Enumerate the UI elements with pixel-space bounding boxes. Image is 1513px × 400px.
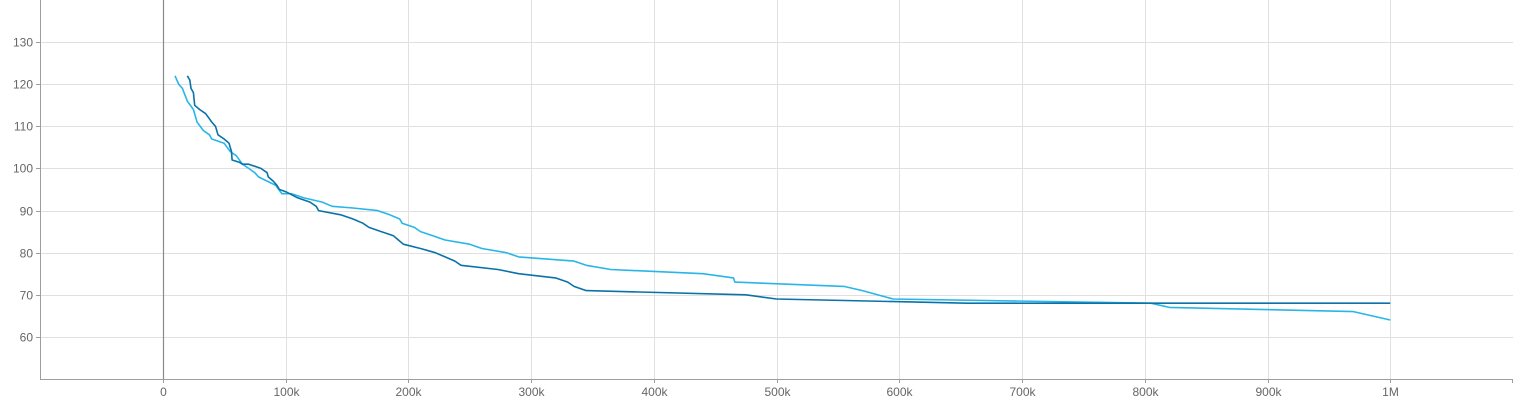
y-tick-label: 90	[20, 205, 34, 219]
series-line-1	[174, 75, 1391, 321]
y-axis-tick-labels: 60 70 80 90 100 110 120 130	[13, 36, 33, 345]
x-tick-label: 400k	[641, 385, 668, 399]
y-tick-label: 110	[14, 120, 33, 134]
x-tick-label: 0	[160, 385, 167, 399]
y-tick-label: 80	[20, 247, 34, 261]
axes	[36, 0, 1513, 383]
x-tick-label: 700k	[1009, 385, 1036, 399]
x-tick-label: 1M	[1382, 385, 1399, 399]
x-axis-tick-labels: 0 100k 200k 300k 400k 500k 600k 700k 800k 900k 1M	[160, 385, 1399, 399]
y-tick-label: 60	[20, 331, 34, 345]
y-tick-label: 70	[20, 289, 34, 303]
x-tick-label: 300k	[518, 385, 545, 399]
horizontal-gridlines	[40, 42, 1513, 338]
x-tick-label: 900k	[1255, 385, 1282, 399]
x-tick-label: 800k	[1132, 385, 1159, 399]
x-tick-label: 200k	[395, 385, 422, 399]
y-tick-label: 120	[13, 78, 33, 92]
x-tick-label: 100k	[273, 385, 300, 399]
y-tick-label: 130	[13, 36, 33, 50]
x-tick-label: 500k	[764, 385, 791, 399]
series-line-2	[186, 75, 1391, 305]
series-layer	[174, 75, 1391, 321]
x-tick-label: 600k	[886, 385, 913, 399]
vertical-gridlines	[286, 0, 1391, 379]
y-tick-label: 100	[13, 162, 33, 176]
